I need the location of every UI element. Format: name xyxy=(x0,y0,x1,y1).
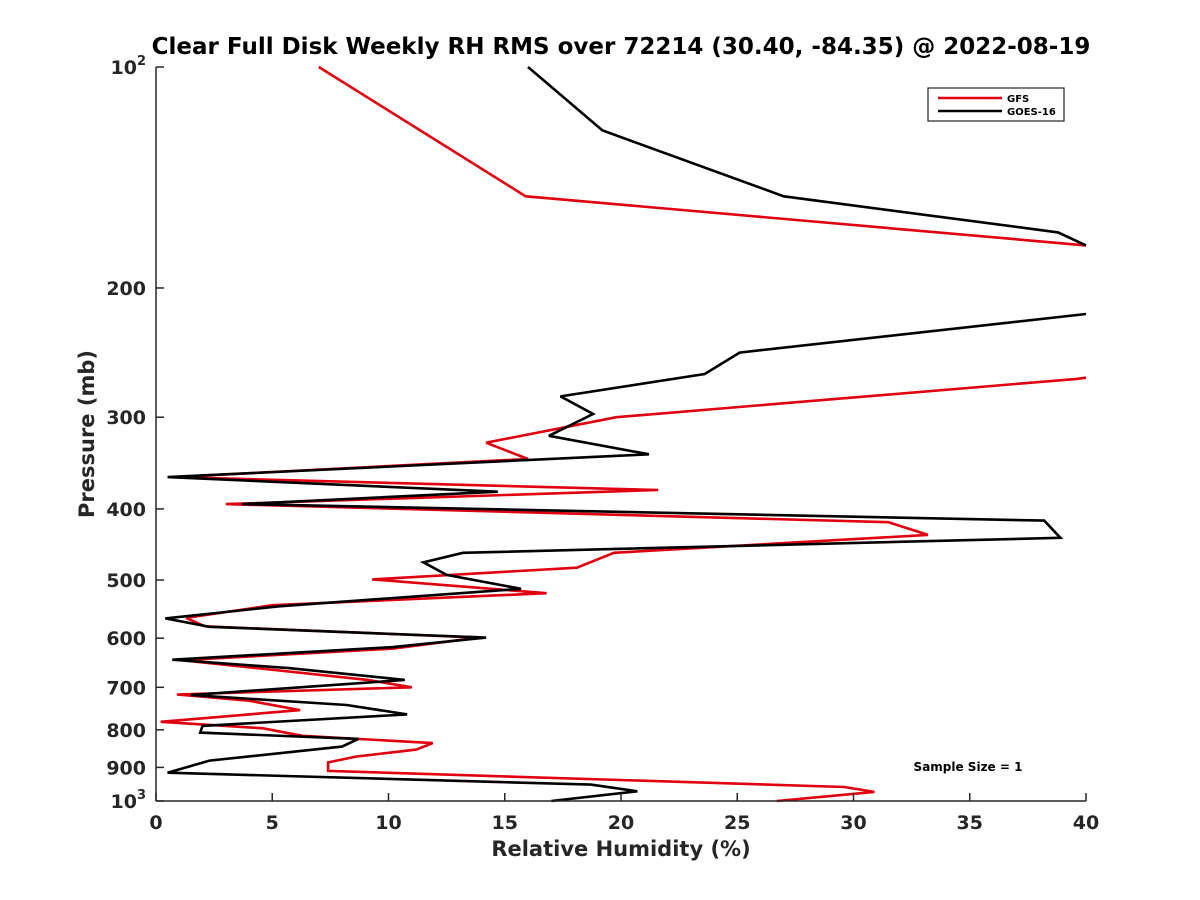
x-axis-label: Relative Humidity (%) xyxy=(491,837,750,861)
legend: GFS GOES-16 xyxy=(927,87,1065,122)
x-tick-label: 20 xyxy=(608,812,634,834)
y-tick-label: 103 xyxy=(111,788,147,813)
y-tick-label: 102 xyxy=(111,54,147,79)
sample-size-annotation: Sample Size = 1 xyxy=(914,760,1023,774)
y-tick-label: 200 xyxy=(106,278,146,300)
y-ticks: 102 200 300 400 500 600 700 800 900 103 xyxy=(106,54,164,813)
series-line-gfs-0 xyxy=(318,65,1087,247)
x-tick-label: 0 xyxy=(149,812,162,834)
y-tick-label: 800 xyxy=(106,720,146,742)
y-tick-label: 600 xyxy=(106,628,146,650)
y-axis-label: Pressure (mb) xyxy=(75,350,99,518)
y-tick-label: 300 xyxy=(106,407,146,429)
series-line-goes-16-0 xyxy=(527,66,1087,247)
y-tick-label: 700 xyxy=(106,677,146,699)
x-tick-label: 40 xyxy=(1073,812,1099,834)
x-tick-label: 25 xyxy=(724,812,750,834)
x-tick-label: 35 xyxy=(957,812,983,834)
legend-label-gfs: GFS xyxy=(1007,94,1029,105)
series-line-gfs-1 xyxy=(160,376,1087,803)
series-line-goes-16-1 xyxy=(165,312,1087,803)
x-tick-label: 5 xyxy=(266,812,279,834)
x-tick-label: 15 xyxy=(492,812,518,834)
series-layer xyxy=(160,65,1087,803)
chart-title: Clear Full Disk Weekly RH RMS over 72214… xyxy=(152,34,1091,60)
y-tick-label: 500 xyxy=(106,570,146,592)
y-tick-label: 400 xyxy=(106,499,146,521)
legend-label-goes16: GOES-16 xyxy=(1007,107,1056,118)
x-ticks: 0 5 10 15 20 25 30 35 40 xyxy=(149,793,1099,834)
legend-box xyxy=(927,87,1065,122)
x-tick-label: 30 xyxy=(840,812,866,834)
y-tick-label: 900 xyxy=(106,757,146,779)
x-tick-label: 10 xyxy=(375,812,401,834)
